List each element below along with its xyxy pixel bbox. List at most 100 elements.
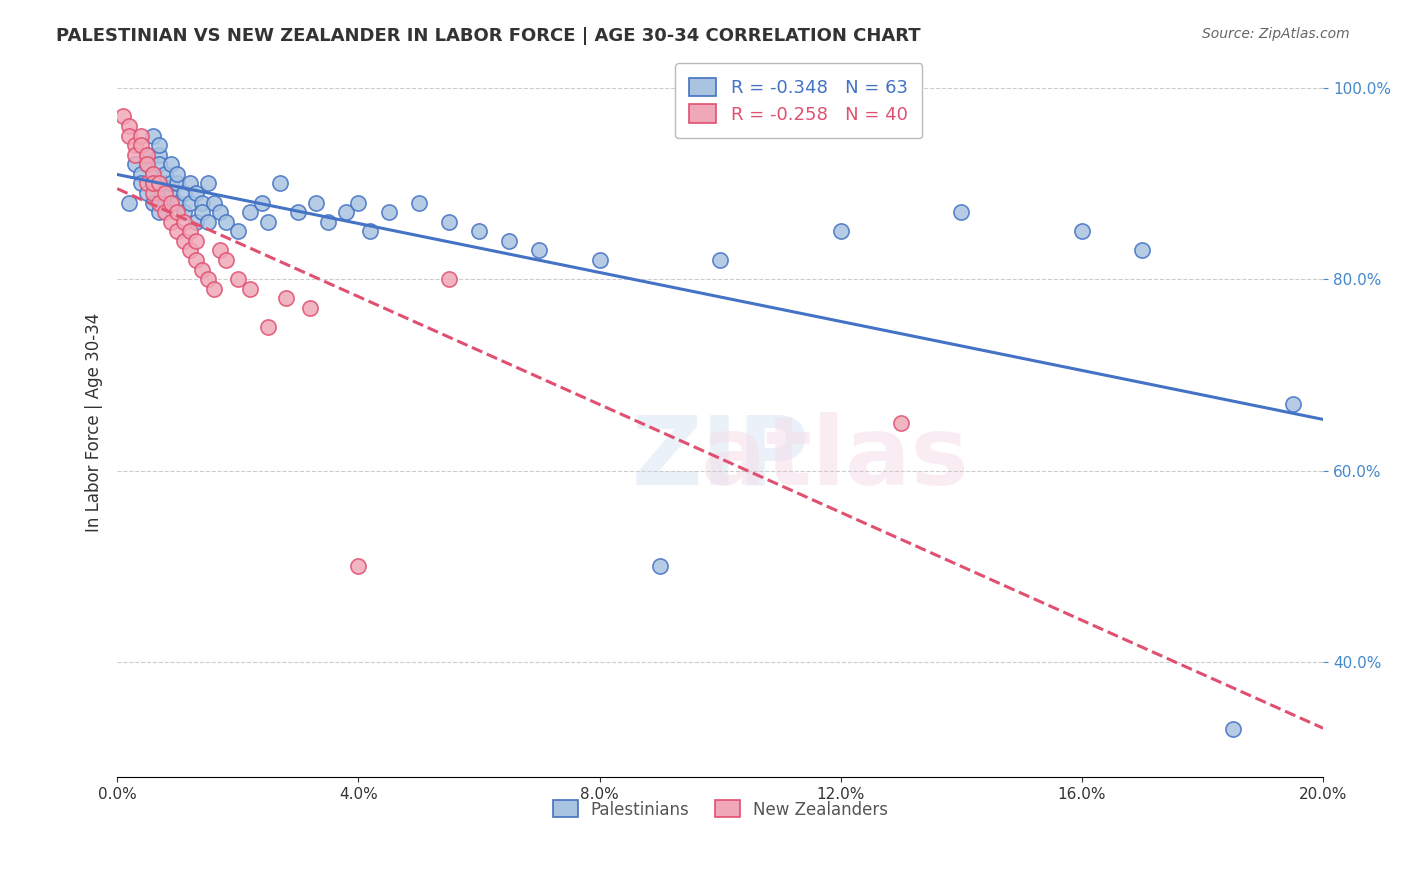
Point — [142, 128, 165, 143]
Point — [226, 224, 249, 238]
Point — [131, 167, 153, 181]
Point — [142, 167, 165, 181]
Point — [202, 282, 225, 296]
Point — [155, 195, 177, 210]
Text: atlas: atlas — [700, 411, 969, 505]
Point — [239, 205, 262, 219]
Point — [498, 234, 520, 248]
Point — [166, 195, 188, 210]
Text: Source: ZipAtlas.com: Source: ZipAtlas.com — [1202, 27, 1350, 41]
Point — [148, 195, 170, 210]
Point — [890, 416, 912, 430]
Point — [160, 195, 183, 210]
Point — [347, 559, 370, 574]
Point — [1282, 396, 1305, 410]
Point — [1130, 244, 1153, 258]
Point — [136, 147, 159, 161]
Point — [184, 186, 207, 200]
Point — [148, 157, 170, 171]
Point — [136, 177, 159, 191]
Point — [215, 252, 238, 267]
Point — [347, 195, 370, 210]
Point — [648, 559, 671, 574]
Point — [239, 282, 262, 296]
Point — [257, 320, 280, 334]
Point — [160, 215, 183, 229]
Point — [131, 177, 153, 191]
Point — [136, 157, 159, 171]
Point — [118, 128, 141, 143]
Point — [179, 244, 201, 258]
Point — [136, 157, 159, 171]
Point — [112, 109, 135, 123]
Point — [197, 215, 219, 229]
Point — [155, 177, 177, 191]
Point — [118, 119, 141, 133]
Point — [142, 195, 165, 210]
Point — [166, 205, 188, 219]
Point — [437, 272, 460, 286]
Point — [124, 157, 146, 171]
Point — [118, 195, 141, 210]
Point — [173, 234, 195, 248]
Point — [197, 177, 219, 191]
Point — [124, 147, 146, 161]
Point — [1071, 224, 1094, 238]
Point — [588, 252, 610, 267]
Point — [335, 205, 357, 219]
Point — [184, 234, 207, 248]
Point — [160, 157, 183, 171]
Point — [148, 147, 170, 161]
Point — [359, 224, 381, 238]
Point — [160, 186, 183, 200]
Point — [287, 205, 309, 219]
Point — [208, 244, 231, 258]
Point — [190, 205, 212, 219]
Point — [529, 244, 551, 258]
Text: PALESTINIAN VS NEW ZEALANDER IN LABOR FORCE | AGE 30-34 CORRELATION CHART: PALESTINIAN VS NEW ZEALANDER IN LABOR FO… — [56, 27, 921, 45]
Point — [830, 224, 852, 238]
Point — [179, 177, 201, 191]
Point — [173, 215, 195, 229]
Point — [202, 195, 225, 210]
Point — [160, 177, 183, 191]
Point — [377, 205, 399, 219]
Point — [316, 215, 339, 229]
Point — [166, 167, 188, 181]
Point — [437, 215, 460, 229]
Point — [179, 195, 201, 210]
Point — [155, 186, 177, 200]
Point — [142, 177, 165, 191]
Point — [136, 186, 159, 200]
Point — [226, 272, 249, 286]
Point — [299, 301, 322, 315]
Point — [148, 138, 170, 153]
Point — [131, 138, 153, 153]
Point — [208, 205, 231, 219]
Point — [155, 167, 177, 181]
Point — [131, 128, 153, 143]
Point — [142, 177, 165, 191]
Point — [184, 215, 207, 229]
Point — [950, 205, 973, 219]
Text: ZIP: ZIP — [631, 411, 810, 505]
Point — [250, 195, 273, 210]
Point — [1222, 722, 1244, 736]
Point — [148, 177, 170, 191]
Point — [173, 205, 195, 219]
Point — [166, 224, 188, 238]
Point — [190, 195, 212, 210]
Point — [408, 195, 430, 210]
Point — [166, 177, 188, 191]
Point — [136, 147, 159, 161]
Point — [269, 177, 291, 191]
Legend: Palestinians, New Zealanders: Palestinians, New Zealanders — [546, 794, 894, 825]
Point — [215, 215, 238, 229]
Point — [155, 205, 177, 219]
Point — [179, 224, 201, 238]
Point — [468, 224, 491, 238]
Point — [142, 186, 165, 200]
Point — [190, 262, 212, 277]
Point — [274, 291, 297, 305]
Point — [124, 138, 146, 153]
